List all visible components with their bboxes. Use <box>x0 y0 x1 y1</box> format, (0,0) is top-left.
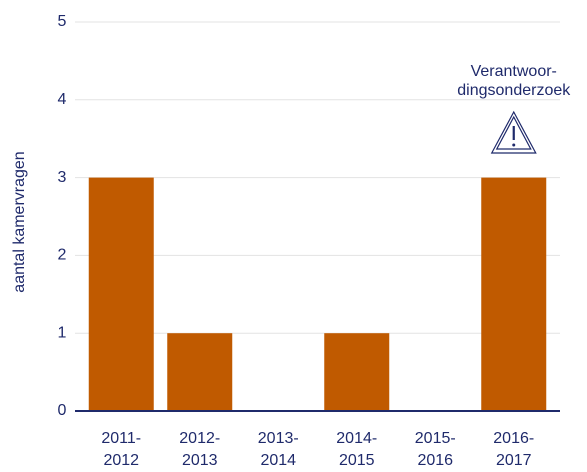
bar <box>324 333 390 411</box>
x-tick-label-line: 2016 <box>417 452 453 469</box>
x-tick-label: 2011- 2012 <box>101 430 141 469</box>
x-tick-label-line: 2014 <box>260 452 296 469</box>
x-tick-label: 2013- 2014 <box>258 430 299 469</box>
x-tick-label: 2014- 2015 <box>336 430 377 469</box>
x-tick-label-line: 2012 <box>103 452 139 469</box>
x-tick-label-line: 2015 <box>339 452 375 469</box>
x-tick-label-line: 2013 <box>182 452 218 469</box>
x-tick-label-line: 2016- <box>493 430 534 447</box>
y-tick-label: 0 <box>58 402 67 419</box>
bar <box>88 177 154 411</box>
annotation-text: Verantwoor- <box>471 63 557 80</box>
y-tick-label: 2 <box>58 247 67 264</box>
x-tick-label-line: 2012- <box>179 430 220 447</box>
x-tick-label-line: 2015- <box>415 430 456 447</box>
annotation-text: dingsonderzoek <box>457 82 571 99</box>
y-axis-label: aantal kamervragen <box>11 151 28 292</box>
y-tick-label: 5 <box>58 13 67 30</box>
warning-icon <box>490 110 537 154</box>
y-tick-label: 1 <box>58 324 67 341</box>
x-tick-label: 2012- 2013 <box>179 430 220 469</box>
x-tick-label-line: 2017 <box>496 452 532 469</box>
x-tick-label: 2015- 2016 <box>415 430 456 469</box>
warning-dot <box>512 143 516 147</box>
x-tick-label-line: 2013- <box>258 430 299 447</box>
x-tick-label-line: 2014- <box>336 430 377 447</box>
bar <box>167 333 233 411</box>
x-tick-label-line: 2011- <box>101 430 141 447</box>
x-tick-label: 2016- 2017 <box>493 430 534 469</box>
y-tick-label: 4 <box>58 91 67 108</box>
bar <box>481 177 547 411</box>
y-tick-label: 3 <box>58 169 67 186</box>
